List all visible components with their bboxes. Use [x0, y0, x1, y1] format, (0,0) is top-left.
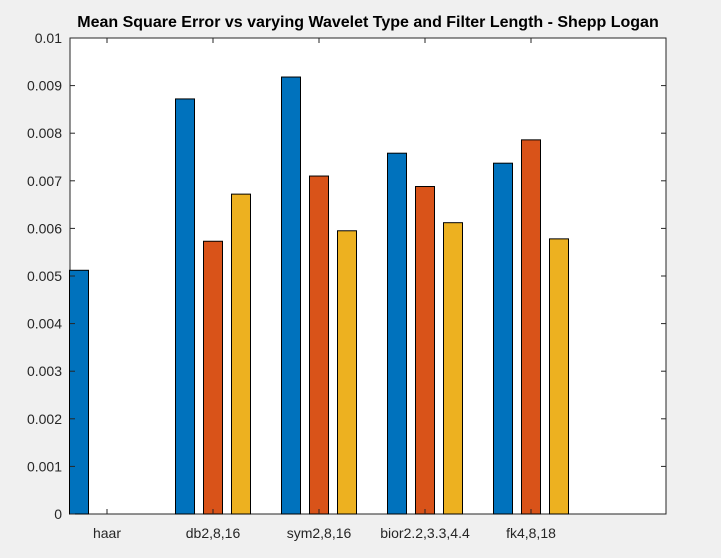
x-tick-label: bior2.2,3.3,4.4: [380, 525, 470, 541]
y-tick-label: 0.003: [27, 363, 62, 379]
bar-s2-3: [415, 186, 435, 515]
bar-s3-4: [549, 238, 569, 515]
bar-s1-0: [69, 269, 89, 515]
y-tick-label: 0.005: [27, 268, 62, 284]
x-tick-label: sym2,8,16: [287, 525, 352, 541]
bars-layer: [69, 76, 569, 515]
bar-s2-1: [203, 240, 223, 515]
bar-s3-3: [443, 222, 463, 515]
y-tick-label: 0.001: [27, 458, 62, 474]
y-tick-label: 0.01: [35, 30, 62, 46]
bar-s2-2: [309, 175, 329, 515]
bar-s1-3: [387, 152, 407, 515]
bar-s1-2: [281, 76, 301, 515]
bar-s3-1: [231, 193, 251, 515]
plot-area: [69, 37, 667, 515]
y-tick-label: 0: [54, 506, 62, 522]
y-tick-label: 0.007: [27, 173, 62, 189]
chart-title: Mean Square Error vs varying Wavelet Typ…: [77, 14, 658, 31]
bar-s1-4: [493, 162, 513, 515]
x-tick-label: fk4,8,18: [506, 525, 556, 541]
bar-s2-4: [521, 139, 541, 515]
y-tick-label: 0.006: [27, 220, 62, 236]
x-tick-label: db2,8,16: [186, 525, 241, 541]
y-tick-label: 0.002: [27, 411, 62, 427]
bar-s3-2: [337, 230, 357, 515]
axes-layer: 0 0.001 0.002 0.003 0.004 0.005 0.006 0.007 0.00…: [27, 30, 666, 541]
y-tick-label: 0.008: [27, 125, 62, 141]
y-tick-label: 0.004: [27, 316, 62, 332]
x-tick-label: haar: [93, 525, 121, 541]
y-tick-label: 0.009: [27, 78, 62, 94]
bar-s1-1: [175, 98, 195, 515]
